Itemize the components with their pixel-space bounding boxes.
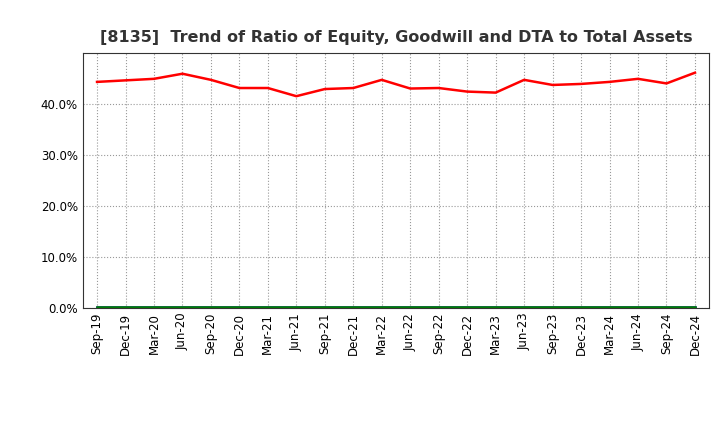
Goodwill: [320, 305, 329, 310]
Deferred Tax Assets: [520, 304, 528, 310]
Equity: [150, 76, 158, 81]
Equity: [634, 76, 642, 81]
Deferred Tax Assets: [690, 304, 699, 310]
Goodwill: [121, 305, 130, 310]
Deferred Tax Assets: [634, 304, 642, 310]
Equity: [349, 85, 358, 91]
Deferred Tax Assets: [491, 304, 500, 310]
Deferred Tax Assets: [463, 304, 472, 310]
Equity: [577, 81, 585, 87]
Goodwill: [406, 305, 415, 310]
Deferred Tax Assets: [150, 304, 158, 310]
Goodwill: [377, 305, 386, 310]
Equity: [463, 89, 472, 94]
Deferred Tax Assets: [349, 304, 358, 310]
Deferred Tax Assets: [606, 304, 614, 310]
Goodwill: [235, 305, 243, 310]
Equity: [178, 71, 186, 77]
Deferred Tax Assets: [93, 304, 102, 310]
Equity: [434, 85, 443, 91]
Deferred Tax Assets: [577, 304, 585, 310]
Goodwill: [520, 305, 528, 310]
Goodwill: [491, 305, 500, 310]
Equity: [491, 90, 500, 95]
Deferred Tax Assets: [406, 304, 415, 310]
Deferred Tax Assets: [662, 304, 671, 310]
Equity: [93, 79, 102, 84]
Deferred Tax Assets: [207, 304, 215, 310]
Deferred Tax Assets: [235, 304, 243, 310]
Goodwill: [150, 305, 158, 310]
Goodwill: [662, 305, 671, 310]
Deferred Tax Assets: [320, 304, 329, 310]
Goodwill: [292, 305, 301, 310]
Goodwill: [434, 305, 443, 310]
Goodwill: [207, 305, 215, 310]
Goodwill: [549, 305, 557, 310]
Goodwill: [178, 305, 186, 310]
Equity: [292, 94, 301, 99]
Goodwill: [634, 305, 642, 310]
Line: Equity: Equity: [97, 73, 695, 96]
Equity: [207, 77, 215, 82]
Equity: [606, 79, 614, 84]
Equity: [235, 85, 243, 91]
Deferred Tax Assets: [549, 304, 557, 310]
Title: [8135]  Trend of Ratio of Equity, Goodwill and DTA to Total Assets: [8135] Trend of Ratio of Equity, Goodwil…: [99, 29, 693, 45]
Equity: [549, 82, 557, 88]
Equity: [406, 86, 415, 91]
Equity: [121, 78, 130, 83]
Deferred Tax Assets: [434, 304, 443, 310]
Equity: [662, 81, 671, 86]
Equity: [520, 77, 528, 82]
Goodwill: [264, 305, 272, 310]
Goodwill: [577, 305, 585, 310]
Equity: [264, 85, 272, 91]
Deferred Tax Assets: [178, 304, 186, 310]
Goodwill: [690, 305, 699, 310]
Deferred Tax Assets: [121, 304, 130, 310]
Equity: [320, 86, 329, 92]
Deferred Tax Assets: [292, 304, 301, 310]
Goodwill: [349, 305, 358, 310]
Goodwill: [606, 305, 614, 310]
Equity: [377, 77, 386, 82]
Goodwill: [93, 305, 102, 310]
Deferred Tax Assets: [377, 304, 386, 310]
Goodwill: [463, 305, 472, 310]
Deferred Tax Assets: [264, 304, 272, 310]
Equity: [690, 70, 699, 75]
